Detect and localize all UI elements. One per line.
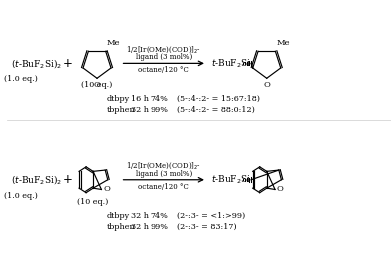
Text: (2-:3- = 83:17): (2-:3- = 83:17): [178, 222, 237, 230]
Text: 74%: 74%: [151, 211, 169, 219]
Text: dtbpy: dtbpy: [107, 95, 130, 103]
Text: 32 h: 32 h: [131, 211, 149, 219]
Text: ligand (3 mol%): ligand (3 mol%): [136, 53, 192, 61]
Text: +: +: [63, 57, 73, 70]
Text: (10 eq.): (10 eq.): [81, 81, 113, 89]
Text: tbphen: tbphen: [107, 222, 136, 230]
Text: O: O: [263, 81, 270, 89]
Text: tbphen: tbphen: [107, 106, 136, 114]
Text: 32 h: 32 h: [131, 106, 149, 114]
Text: O: O: [277, 185, 284, 193]
Text: octane/120 °C: octane/120 °C: [138, 183, 189, 191]
Text: O: O: [103, 185, 110, 193]
Text: 16 h: 16 h: [131, 95, 149, 103]
Text: Me: Me: [276, 39, 290, 47]
Text: 1/2[Ir(OMe)(COD)]$_2$-: 1/2[Ir(OMe)(COD)]$_2$-: [126, 44, 201, 55]
Text: $(t$-BuF$_2$Si)$_2$: $(t$-BuF$_2$Si)$_2$: [11, 173, 62, 186]
Text: 1/2[Ir(OMe)(COD)]$_2$-: 1/2[Ir(OMe)(COD)]$_2$-: [126, 161, 201, 171]
Text: octane/120 °C: octane/120 °C: [138, 66, 189, 74]
Text: (5-:4-:2- = 15:67:18): (5-:4-:2- = 15:67:18): [178, 95, 260, 103]
Text: (10 eq.): (10 eq.): [77, 198, 109, 206]
Text: $(t$-BuF$_2$Si)$_2$: $(t$-BuF$_2$Si)$_2$: [11, 57, 62, 70]
Text: 32 h: 32 h: [131, 222, 149, 230]
Text: ligand (3 mol%): ligand (3 mol%): [136, 170, 192, 178]
Text: dtbpy: dtbpy: [107, 211, 130, 219]
Text: (1.0 eq.): (1.0 eq.): [4, 192, 38, 200]
Text: (1.0 eq.): (1.0 eq.): [4, 75, 38, 83]
Text: O: O: [94, 81, 100, 89]
Text: 99%: 99%: [151, 222, 169, 230]
Text: 74%: 74%: [151, 95, 169, 103]
Text: (5-:4-:2- = 88:0:12): (5-:4-:2- = 88:0:12): [178, 106, 255, 114]
Text: $t$-BuF$_2$Si: $t$-BuF$_2$Si: [211, 173, 251, 186]
Text: $t$-BuF$_2$Si: $t$-BuF$_2$Si: [211, 57, 251, 70]
Text: 99%: 99%: [151, 106, 169, 114]
Text: +: +: [63, 173, 73, 186]
Text: (2-:3- = <1:>99): (2-:3- = <1:>99): [178, 211, 246, 219]
Text: Me: Me: [107, 39, 120, 47]
